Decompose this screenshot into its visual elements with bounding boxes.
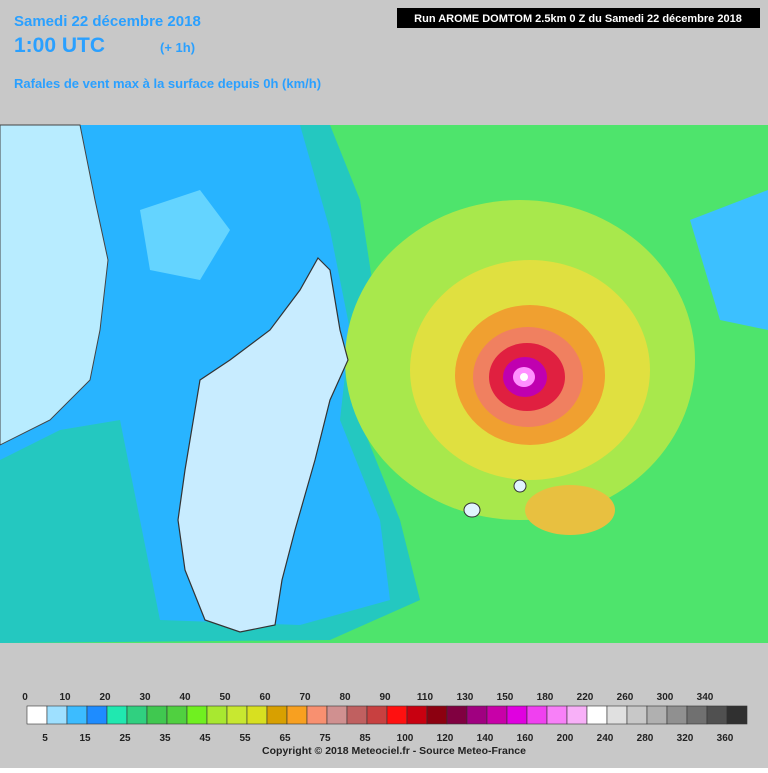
legend-swatch: [626, 705, 648, 725]
legend-swatch: [506, 705, 528, 725]
time: 1:00 UTC: [14, 34, 105, 57]
legend-swatch: [266, 705, 288, 725]
legend-label: 160: [517, 733, 534, 744]
legend-label: 100: [397, 733, 414, 744]
legend-label: 260: [617, 692, 634, 703]
legend-label: 360: [717, 733, 734, 744]
legend-swatch: [446, 705, 468, 725]
legend-label: 300: [657, 692, 674, 703]
legend-label: 320: [677, 733, 694, 744]
legend-label: 5: [42, 733, 48, 744]
legend-swatch: [346, 705, 368, 725]
legend-label: 180: [537, 692, 554, 703]
legend-swatch: [206, 705, 228, 725]
legend-label: 150: [497, 692, 514, 703]
legend-swatch: [146, 705, 168, 725]
legend-swatch: [546, 705, 568, 725]
legend-label: 20: [99, 692, 111, 703]
legend-label: 110: [417, 692, 434, 703]
legend-label: 55: [239, 733, 251, 744]
legend-swatch: [526, 705, 548, 725]
legend-swatch: [646, 705, 668, 725]
legend-label: 60: [259, 692, 271, 703]
legend-label: 240: [597, 733, 614, 744]
legend-label: 220: [577, 692, 594, 703]
legend-label: 35: [159, 733, 171, 744]
legend-label: 10: [59, 692, 71, 703]
legend-swatch: [486, 705, 508, 725]
legend-label: 45: [199, 733, 211, 744]
legend-label: 50: [219, 692, 231, 703]
legend-label: 85: [359, 733, 371, 744]
legend-swatch: [306, 705, 328, 725]
legend-swatch: [366, 705, 388, 725]
offset: (+ 1h): [160, 40, 195, 55]
legend-label: 0: [22, 692, 28, 703]
run-box: [397, 8, 760, 28]
legend-swatch: [666, 705, 688, 725]
legend-swatch: [86, 705, 108, 725]
legend-label: 65: [279, 733, 291, 744]
legend-swatch: [566, 705, 588, 725]
legend-swatch: [686, 705, 708, 725]
legend-label: 90: [379, 692, 391, 703]
legend-label: 120: [437, 733, 454, 744]
legend-label: 70: [299, 692, 311, 703]
subtitle: Rafales de vent max à la surface depuis …: [14, 76, 321, 91]
run-label: Run AROME DOMTOM 2.5km 0 Z du Samedi 22 …: [414, 13, 742, 25]
date: Samedi 22 décembre 2018: [14, 13, 201, 30]
legend-label: 280: [637, 733, 654, 744]
legend-swatch: [186, 705, 208, 725]
legend-label: 30: [139, 692, 151, 703]
legend-label: 80: [339, 692, 351, 703]
legend-swatch: [126, 705, 148, 725]
legend-label: 15: [79, 733, 91, 744]
legend-label: 140: [477, 733, 494, 744]
legend-swatch: [586, 705, 608, 725]
legend-swatch: [406, 705, 428, 725]
legend-swatch: [386, 705, 408, 725]
legend-label: 200: [557, 733, 574, 744]
legend-swatch: [106, 705, 128, 725]
legend-swatch: [46, 705, 68, 725]
map-field: [0, 124, 768, 643]
legend-swatch: [466, 705, 488, 725]
legend-swatch: [246, 705, 268, 725]
legend-swatch: [726, 705, 748, 725]
legend-swatch: [26, 705, 48, 725]
legend-swatch: [286, 705, 308, 725]
legend-swatch: [326, 705, 348, 725]
legend: 0 5 10 15 20 25 30 35 40 45 50 55 60 65 70 75 80 85 90 100 1…: [22, 692, 748, 744]
copyright: Copyright © 2018 Meteociel.fr - Source M…: [262, 745, 526, 757]
legend-swatch: [606, 705, 628, 725]
legend-label: 340: [697, 692, 714, 703]
legend-label: 40: [179, 692, 191, 703]
legend-label: 25: [119, 733, 131, 744]
legend-swatch: [426, 705, 448, 725]
legend-swatch: [166, 705, 188, 725]
legend-swatch: [706, 705, 728, 725]
legend-label: 75: [319, 733, 331, 744]
legend-label: 130: [457, 692, 474, 703]
legend-swatch: [66, 705, 88, 725]
legend-swatch: [226, 705, 248, 725]
